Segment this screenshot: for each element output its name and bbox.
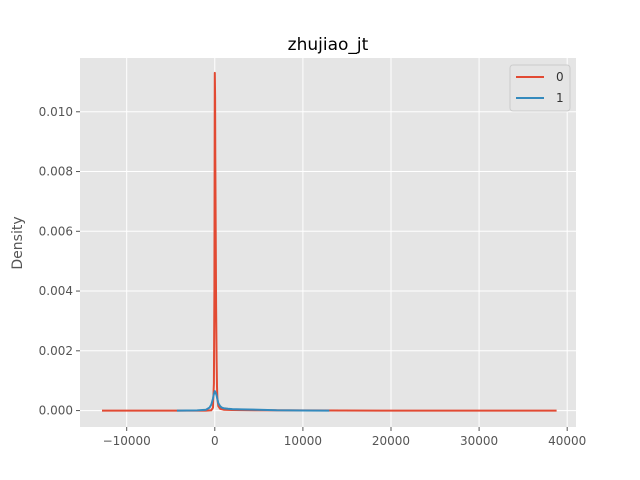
- x-tick-label: 30000: [460, 434, 498, 448]
- x-axis-ticks: −10000 0 10000 20000 30000 40000: [103, 427, 586, 448]
- legend-label-0: 0: [556, 70, 564, 84]
- y-axis-ticks: 0.000 0.002 0.004 0.006 0.008 0.010: [39, 105, 80, 418]
- y-tick-label: 0.004: [39, 284, 73, 298]
- legend: 01: [509, 64, 571, 112]
- y-tick-label: 0.010: [39, 105, 73, 119]
- series-layer: [102, 71, 557, 412]
- x-tick-label: 0: [211, 434, 219, 448]
- y-tick-label: 0.008: [39, 165, 73, 179]
- x-tick-label: −10000: [103, 434, 151, 448]
- plot-area: [80, 58, 576, 427]
- y-tick-label: 0.000: [39, 404, 73, 418]
- x-tick-label: 20000: [372, 434, 410, 448]
- x-tick-label: 40000: [548, 434, 586, 448]
- legend-label-1: 1: [556, 91, 564, 105]
- chart-title: zhujiao_jt: [288, 35, 369, 55]
- y-tick-label: 0.006: [39, 224, 73, 238]
- y-tick-label: 0.002: [39, 344, 73, 358]
- series-line-1: [176, 390, 330, 412]
- x-tick-label: 10000: [284, 434, 322, 448]
- y-axis-label: Density: [10, 216, 26, 269]
